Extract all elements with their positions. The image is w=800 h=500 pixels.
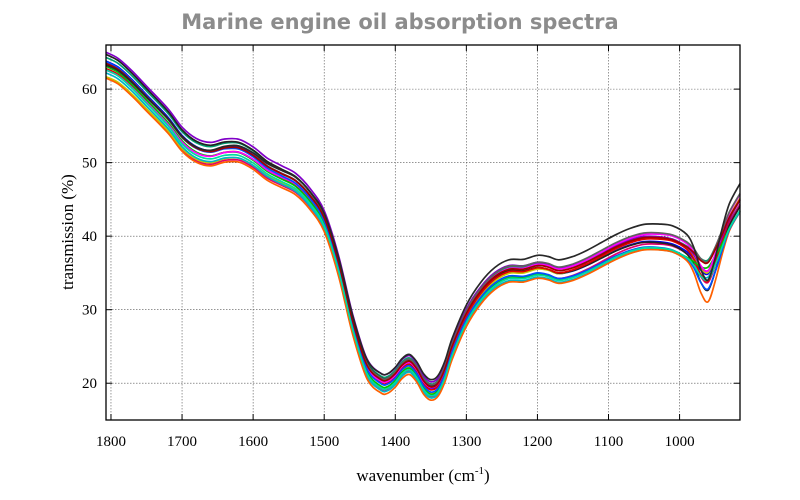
plot-frame	[105, 44, 741, 421]
x-tick-label: 1600	[238, 434, 268, 450]
series-line-7	[105, 67, 741, 391]
chart-title: Marine engine oil absorption spectra	[181, 10, 619, 34]
y-tick-label: 40	[82, 229, 97, 245]
x-axis-unit-exponent: -1	[475, 465, 484, 477]
series-line-13	[105, 61, 741, 394]
y-tick-label: 60	[82, 82, 97, 98]
x-axis-label-text: wavenumber	[356, 466, 444, 485]
series-line-9	[105, 65, 741, 396]
x-tick-label: 1500	[309, 434, 339, 450]
x-axis-label: wavenumber (cm-1)	[356, 465, 489, 485]
x-tick-label: 1000	[665, 434, 695, 450]
series-line-5	[105, 53, 741, 388]
series-line-15	[105, 69, 741, 397]
series-lines	[105, 51, 741, 402]
x-axis-unit-close: )	[484, 466, 490, 485]
series-line-8	[105, 51, 741, 383]
x-tick-label: 1100	[594, 434, 623, 450]
x-tick-label: 1300	[451, 434, 481, 450]
y-tick-label: 50	[82, 156, 97, 172]
x-axis-unit: (cm	[448, 466, 474, 485]
series-line-16	[105, 64, 741, 381]
y-tick-label: 30	[82, 303, 97, 319]
series-line-10	[105, 69, 741, 389]
series-line-11	[105, 77, 741, 402]
tick-labels: 1800 1700 1600 1500 1400 1300 1200 1100 1000 20 30…	[82, 82, 695, 450]
x-tick-label: 1400	[380, 434, 410, 450]
series-line-3	[105, 56, 741, 385]
series-line-6	[105, 72, 741, 399]
y-tick-label: 20	[82, 376, 97, 392]
tick-marks	[106, 45, 740, 420]
series-line-14	[105, 62, 741, 388]
y-axis-label: transmission (%)	[58, 174, 77, 290]
x-tick-label: 1800	[96, 434, 126, 450]
x-tick-label: 1700	[167, 434, 197, 450]
x-tick-label: 1200	[522, 434, 552, 450]
